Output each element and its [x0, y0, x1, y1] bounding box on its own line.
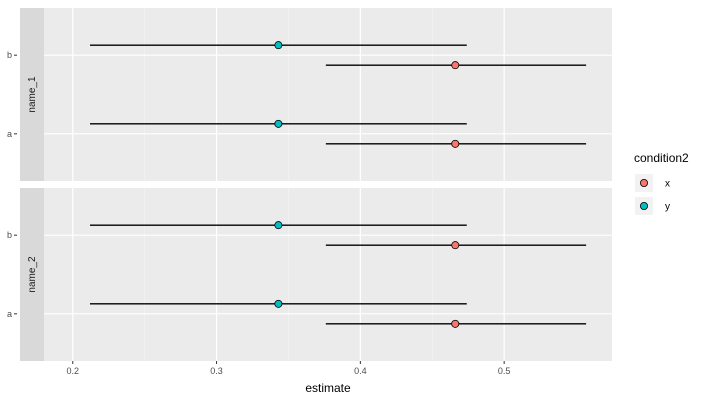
legend-items: xy — [635, 174, 670, 215]
facet-panel: name_1a b — [7, 8, 612, 181]
x-tick-label: 0.4 — [354, 366, 367, 376]
x-tick-label: 0.2 — [67, 366, 80, 376]
legend-item: x — [635, 174, 670, 192]
panel-background — [44, 8, 612, 181]
estimate-point — [451, 241, 460, 250]
legend-label: x — [665, 179, 670, 190]
legend-title: condition2 — [634, 151, 689, 165]
facet-strip-label: name_1 — [27, 76, 38, 113]
y-tick-label: a — [7, 129, 12, 139]
legend-label: y — [665, 202, 670, 213]
panel-background — [44, 188, 612, 361]
estimate-point — [274, 221, 283, 230]
x-axis-title: estimate — [305, 381, 351, 395]
estimate-point — [451, 139, 460, 148]
legend: condition2 xy — [634, 151, 689, 215]
x-axis: 0.2 0.3 0.4 0.5 — [67, 361, 511, 376]
y-tick-label: b — [7, 230, 12, 240]
estimate-point — [274, 119, 283, 128]
estimate-point — [274, 299, 283, 308]
x-tick-label: 0.5 — [498, 366, 511, 376]
facet-strip-label: name_2 — [27, 256, 38, 293]
estimate-point — [451, 61, 460, 70]
legend-item: y — [635, 197, 670, 215]
y-tick-label: a — [7, 309, 12, 319]
legend-swatch — [640, 201, 649, 210]
facet-panel: name_2a b — [7, 188, 612, 361]
facet-strip — [20, 8, 44, 181]
legend-swatch — [640, 178, 649, 187]
x-tick-label: 0.3 — [210, 366, 223, 376]
facet-strip — [20, 188, 44, 361]
estimate-point — [451, 319, 460, 328]
y-tick-label: b — [7, 50, 12, 60]
estimate-point — [274, 41, 283, 50]
